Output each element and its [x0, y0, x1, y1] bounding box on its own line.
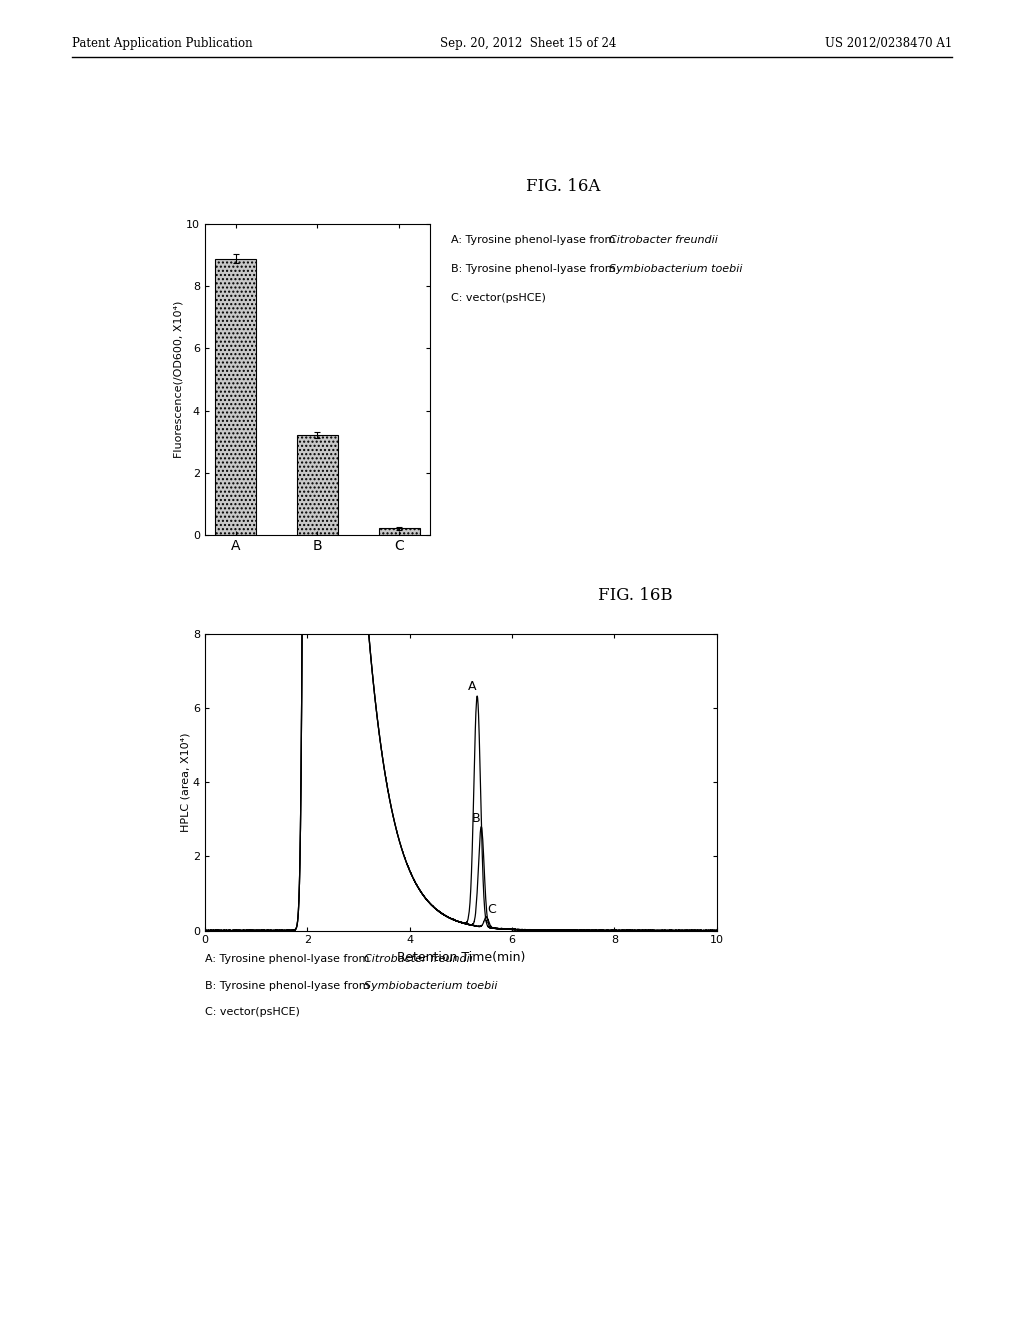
- Text: A: Tyrosine phenol-lyase from: A: Tyrosine phenol-lyase from: [451, 235, 618, 246]
- Text: C: vector(psHCE): C: vector(psHCE): [205, 1007, 300, 1018]
- Text: Symbiobacterium toebii: Symbiobacterium toebii: [364, 981, 497, 991]
- Bar: [379, 528, 420, 535]
- Text: Patent Application Publication: Patent Application Publication: [72, 37, 252, 50]
- Text: A: Tyrosine phenol-lyase from: A: Tyrosine phenol-lyase from: [205, 954, 373, 965]
- Text: FIG. 16A: FIG. 16A: [526, 178, 600, 195]
- Bar: [215, 259, 256, 535]
- Bar: [297, 436, 338, 535]
- Text: A: A: [468, 680, 476, 693]
- Text: Symbiobacterium toebii: Symbiobacterium toebii: [609, 264, 742, 275]
- Text: C: vector(psHCE): C: vector(psHCE): [451, 293, 546, 304]
- Text: B: B: [472, 812, 480, 825]
- Text: Sep. 20, 2012  Sheet 15 of 24: Sep. 20, 2012 Sheet 15 of 24: [440, 37, 616, 50]
- Text: B: Tyrosine phenol-lyase from: B: Tyrosine phenol-lyase from: [205, 981, 373, 991]
- Y-axis label: HPLC (area, X10⁴): HPLC (area, X10⁴): [180, 733, 190, 832]
- Text: Citrobacter freundii: Citrobacter freundii: [364, 954, 472, 965]
- Text: B: Tyrosine phenol-lyase from: B: Tyrosine phenol-lyase from: [451, 264, 618, 275]
- X-axis label: Retention Time(min): Retention Time(min): [396, 950, 525, 964]
- Text: Citrobacter freundii: Citrobacter freundii: [609, 235, 718, 246]
- Y-axis label: Fluorescence(/OD600, X10⁴): Fluorescence(/OD600, X10⁴): [173, 301, 183, 458]
- Text: FIG. 16B: FIG. 16B: [598, 587, 672, 605]
- Text: US 2012/0238470 A1: US 2012/0238470 A1: [825, 37, 952, 50]
- Text: C: C: [487, 903, 497, 916]
